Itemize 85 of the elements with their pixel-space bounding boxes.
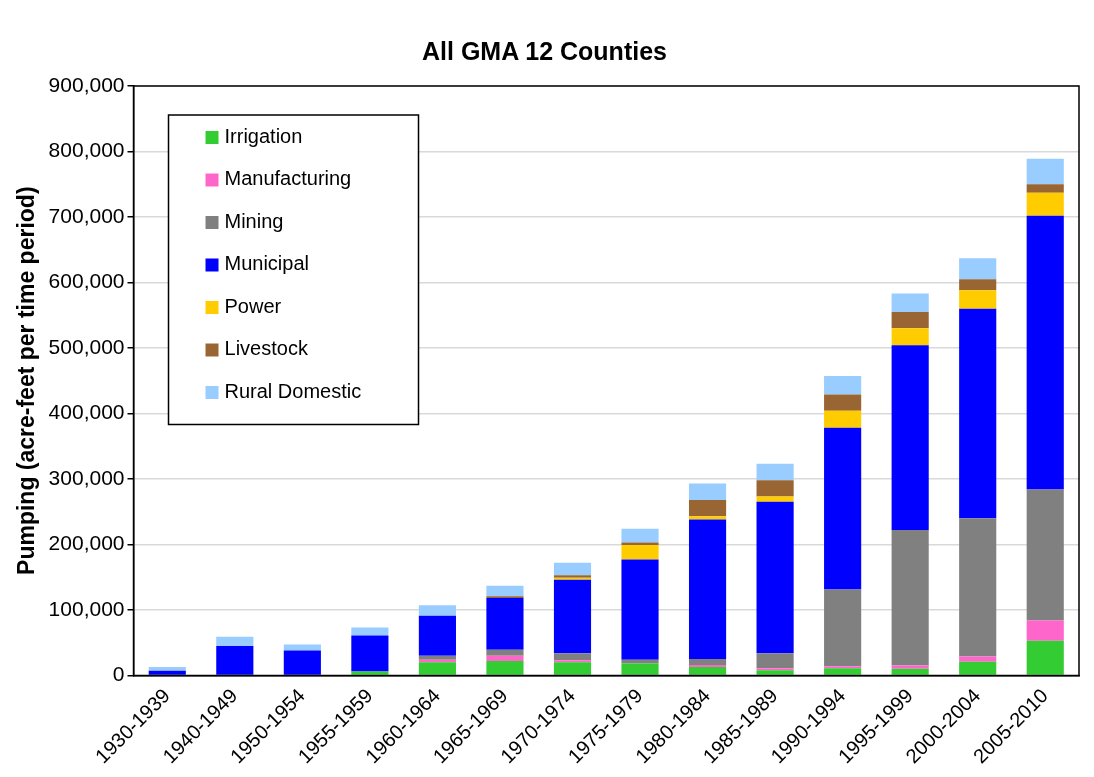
bar <box>891 345 929 531</box>
bar <box>688 516 727 520</box>
bar <box>824 376 862 395</box>
bar <box>1026 640 1064 675</box>
y-tick-label: 300,000 <box>48 465 125 489</box>
bar <box>1026 215 1064 490</box>
bar <box>621 663 659 675</box>
bar <box>756 496 794 502</box>
y-tick-label: 0 <box>112 662 125 686</box>
bar <box>756 670 794 675</box>
bar <box>1026 184 1064 193</box>
bar <box>688 483 727 500</box>
bar <box>216 645 254 675</box>
bar <box>891 665 929 669</box>
y-tick-label: 700,000 <box>48 203 125 227</box>
y-tick-label: 600,000 <box>48 269 125 293</box>
bar <box>756 653 794 669</box>
y-tick-label: 800,000 <box>48 138 125 162</box>
bar <box>148 666 186 671</box>
bar <box>824 427 862 590</box>
bar <box>891 311 929 329</box>
legend-label: Manufacturing <box>224 167 352 190</box>
bar <box>959 290 997 309</box>
bar <box>959 661 997 675</box>
bar <box>621 559 659 660</box>
bar <box>1026 192 1064 216</box>
bar <box>621 542 659 546</box>
y-tick-label: 400,000 <box>48 400 125 424</box>
bar <box>756 501 794 654</box>
bar <box>891 328 929 346</box>
legend-label: Livestock <box>224 337 309 360</box>
bar <box>756 463 794 481</box>
bar <box>959 279 997 291</box>
bar <box>891 293 929 312</box>
bar <box>959 518 997 657</box>
bar <box>351 671 389 675</box>
bar <box>688 499 727 517</box>
bar <box>1026 158 1064 185</box>
bar <box>486 598 524 650</box>
bar <box>959 258 997 280</box>
bar <box>824 668 862 675</box>
legend-label: Mining <box>224 209 284 232</box>
bar <box>959 656 997 662</box>
bar <box>418 605 456 616</box>
legend-label: Municipal <box>224 252 309 275</box>
bar <box>1026 489 1064 621</box>
y-tick-label: 500,000 <box>48 334 125 358</box>
bar <box>486 649 524 656</box>
bar <box>418 662 456 675</box>
bar <box>418 615 456 656</box>
bar <box>688 519 727 660</box>
bar <box>621 545 659 560</box>
bar <box>553 662 592 675</box>
bar <box>891 530 929 666</box>
chart-title: All GMA 12 Counties <box>422 36 667 65</box>
bar <box>824 394 862 411</box>
bar <box>283 644 321 651</box>
bar <box>148 670 186 675</box>
bar <box>824 410 862 428</box>
bar <box>621 528 659 543</box>
bar <box>688 659 727 665</box>
bar <box>1026 620 1064 641</box>
bar <box>824 589 862 667</box>
y-tick-label: 900,000 <box>48 72 125 96</box>
bar <box>486 660 524 675</box>
bar <box>553 653 592 661</box>
y-tick-label: 200,000 <box>48 531 125 555</box>
bar <box>959 308 997 519</box>
bar <box>486 585 524 597</box>
y-axis-title: Pumping (acre-feet per time period) <box>13 186 40 575</box>
y-tick-label: 100,000 <box>48 596 125 620</box>
legend-label: Rural Domestic <box>224 379 362 402</box>
bar <box>351 635 389 672</box>
bar <box>891 668 929 675</box>
bar <box>756 480 794 497</box>
legend-label: Irrigation <box>224 124 303 147</box>
bar <box>688 666 727 675</box>
bar <box>486 655 524 661</box>
bar <box>216 636 254 646</box>
bar <box>553 562 592 576</box>
legend-label: Power <box>224 294 282 317</box>
bar <box>621 659 659 664</box>
bar <box>553 579 592 654</box>
bar <box>283 650 321 675</box>
bar <box>418 655 456 660</box>
